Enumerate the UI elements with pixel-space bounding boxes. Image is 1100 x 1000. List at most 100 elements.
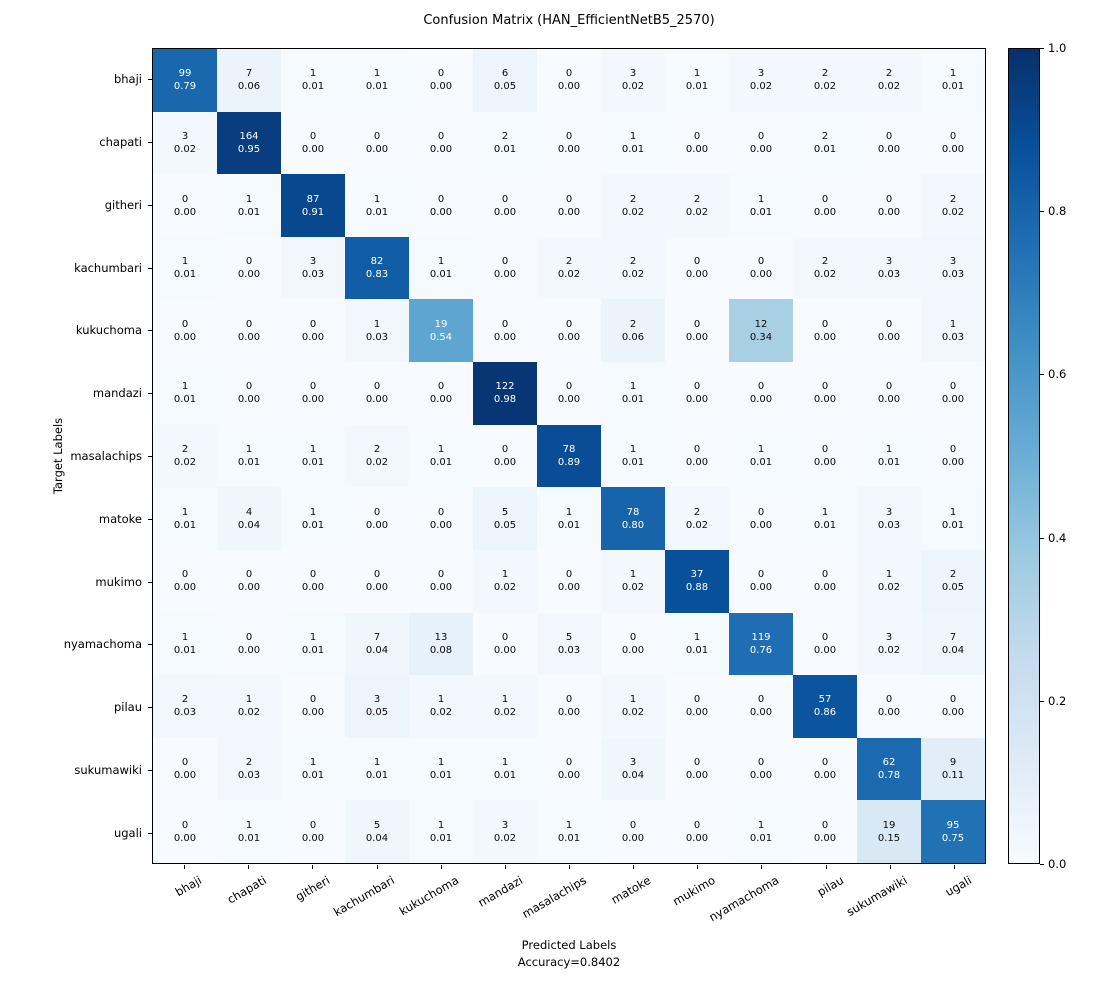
- cell-proportion: 0.02: [365, 456, 389, 468]
- cell-proportion: 0.00: [685, 394, 709, 406]
- cell-nyamachoma-nyamachoma: 119 0.76: [729, 612, 793, 676]
- cell-mandazi-ugali: 0 0.00: [921, 362, 985, 425]
- cell-proportion: 0.02: [621, 582, 645, 594]
- cell-matoke-sukumawiki: 3 0.03: [857, 487, 921, 550]
- cell-proportion: 0.01: [621, 394, 645, 406]
- cell-proportion: 0.03: [365, 331, 389, 343]
- cell-proportion: 0.00: [813, 832, 837, 844]
- y-tick-mark: [148, 456, 152, 457]
- y-tick-label-nyamachoma: nyamachoma: [63, 637, 142, 652]
- cell-mandazi-chapati: 0 0.00: [217, 362, 281, 425]
- colorbar-tick-label-0.8: 0.8: [1048, 204, 1067, 219]
- cell-count: 2: [373, 443, 381, 455]
- cell-proportion: 0.05: [365, 707, 389, 719]
- cell-sukumawiki-sukumawiki: 62 0.78: [857, 737, 921, 801]
- colorbar-tick-label-0.2: 0.2: [1048, 693, 1067, 708]
- cell-bhaji-mukimo: 1 0.01: [665, 49, 729, 112]
- colorbar-tick-label-1.0: 1.0: [1048, 41, 1067, 55]
- cell-count: 0: [693, 130, 701, 142]
- cell-count: 0: [181, 819, 189, 831]
- cell-proportion: 0.01: [685, 644, 709, 656]
- cell-proportion: 0.00: [365, 582, 389, 594]
- cell-count: 0: [757, 130, 765, 142]
- cell-count: 2: [693, 193, 701, 205]
- cell-chapati-matoke: 1 0.01: [601, 111, 665, 175]
- y-tick-mark: [148, 707, 152, 709]
- cell-mandazi-bhaji: 1 0.01: [153, 362, 217, 425]
- cell-mandazi-mukimo: 0 0.00: [665, 362, 729, 425]
- cell-count: 0: [757, 256, 765, 268]
- cell-count: 9: [949, 757, 957, 769]
- cell-sukumawiki-bhaji: 0 0.00: [153, 737, 217, 801]
- cell-proportion: 0.02: [429, 707, 453, 719]
- cell-githeri-matoke: 2 0.02: [601, 174, 665, 237]
- cell-count: 5: [501, 506, 509, 518]
- cell-count: 0: [885, 318, 893, 330]
- cell-count: 99: [178, 68, 192, 80]
- cell-proportion: 0.02: [877, 582, 901, 594]
- cell-proportion: 0.00: [173, 331, 197, 343]
- cell-count: 2: [821, 68, 829, 80]
- cell-count: 0: [501, 193, 509, 205]
- cell-count: 0: [949, 130, 957, 142]
- cell-matoke-matoke: 78 0.80: [601, 487, 665, 550]
- cell-proportion: 0.02: [621, 206, 645, 218]
- cell-count: 0: [821, 443, 829, 455]
- cell-proportion: 0.00: [173, 832, 197, 844]
- cell-count: 0: [821, 381, 829, 393]
- cell-kukuchoma-bhaji: 0 0.00: [153, 299, 217, 363]
- x-tick-mark: [569, 865, 570, 869]
- cell-count: 1: [757, 193, 765, 205]
- cell-proportion: 0.03: [877, 519, 901, 531]
- cell-proportion: 0.00: [557, 707, 581, 719]
- cell-chapati-mukimo: 0 0.00: [665, 111, 729, 175]
- cell-proportion: 0.89: [557, 456, 581, 468]
- cell-count: 0: [693, 443, 701, 455]
- cell-mandazi-githeri: 0 0.00: [281, 362, 345, 425]
- cell-proportion: 0.95: [237, 143, 261, 155]
- cell-count: 82: [370, 256, 384, 268]
- cell-count: 1: [309, 631, 317, 643]
- cell-count: 0: [501, 631, 509, 643]
- cell-proportion: 0.00: [493, 269, 517, 281]
- cell-chapati-ugali: 0 0.00: [921, 111, 985, 175]
- cell-count: 0: [437, 381, 445, 393]
- cell-count: 2: [565, 256, 573, 268]
- cell-proportion: 0.00: [941, 707, 965, 719]
- cell-count: 57: [818, 694, 832, 706]
- x-tick-mark: [248, 865, 250, 869]
- cell-count: 1: [757, 443, 765, 455]
- cell-mukimo-pilau: 0 0.00: [793, 549, 857, 613]
- cell-proportion: 0.01: [429, 832, 453, 844]
- cell-mukimo-masalachips: 0 0.00: [537, 549, 601, 613]
- cell-proportion: 0.00: [877, 143, 901, 155]
- cell-count: 2: [629, 318, 637, 330]
- cell-count: 1: [181, 256, 189, 268]
- cell-bhaji-masalachips: 0 0.00: [537, 49, 601, 112]
- cell-proportion: 0.03: [877, 269, 901, 281]
- cell-kukuchoma-mandazi: 0 0.00: [473, 299, 537, 363]
- cell-masalachips-mukimo: 0 0.00: [665, 424, 729, 488]
- cell-mukimo-ugali: 2 0.05: [921, 549, 985, 613]
- cell-count: 3: [373, 694, 381, 706]
- cell-count: 0: [245, 381, 253, 393]
- x-tick-mark: [312, 865, 314, 869]
- cell-count: 1: [885, 569, 893, 581]
- cell-matoke-bhaji: 1 0.01: [153, 487, 217, 550]
- cell-ugali-sukumawiki: 19 0.15: [857, 800, 921, 863]
- cell-kachumbari-mukimo: 0 0.00: [665, 236, 729, 300]
- cell-count: 1: [501, 694, 509, 706]
- cell-count: 0: [437, 569, 445, 581]
- cell-count: 1: [629, 381, 637, 393]
- cell-proportion: 0.01: [173, 394, 197, 406]
- cell-proportion: 0.00: [493, 644, 517, 656]
- cell-count: 3: [501, 819, 509, 831]
- cell-count: 0: [565, 193, 573, 205]
- cell-chapati-nyamachoma: 0 0.00: [729, 111, 793, 175]
- cell-mukimo-githeri: 0 0.00: [281, 549, 345, 613]
- cell-proportion: 0.00: [877, 707, 901, 719]
- y-tick-label-kukuchoma: kukuchoma: [75, 323, 142, 338]
- cell-count: 0: [821, 631, 829, 643]
- cell-count: 0: [309, 381, 317, 393]
- cell-proportion: 0.98: [493, 394, 517, 406]
